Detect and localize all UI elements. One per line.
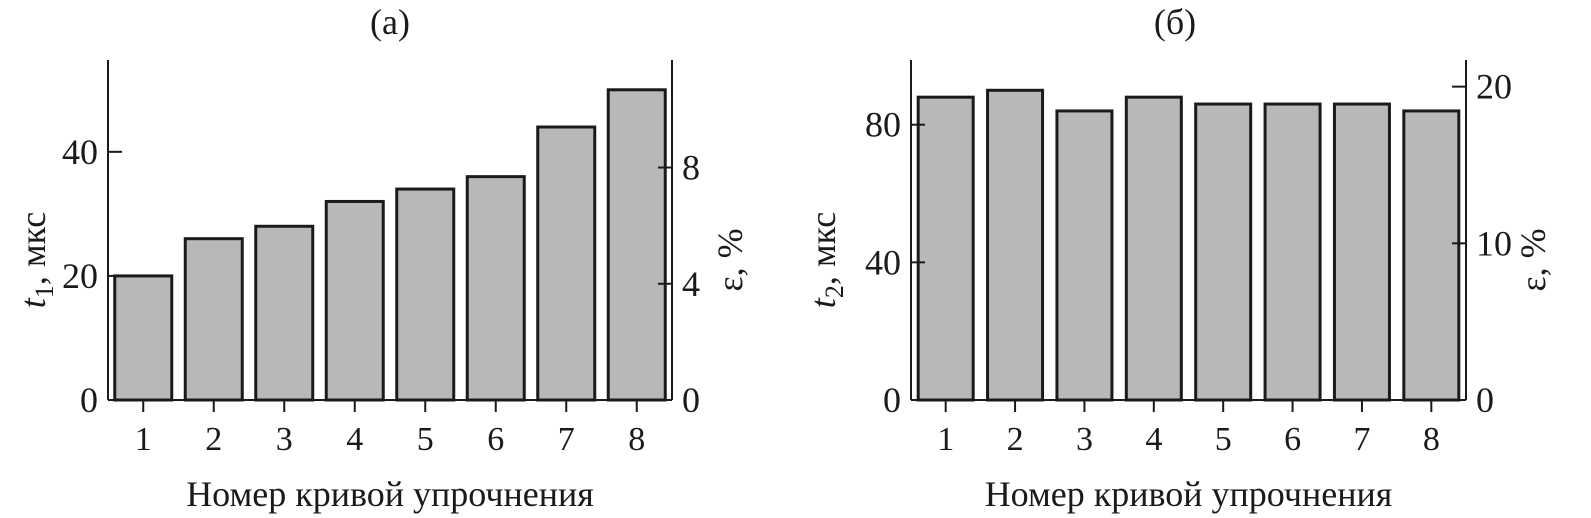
y-tick-label: 0 <box>883 380 901 420</box>
y-tick-label: 40 <box>62 132 98 172</box>
x-tick-label: 2 <box>205 421 222 458</box>
y2-axis-label: ε, % <box>1513 228 1553 291</box>
y-axis-label-unit: , мкс <box>803 212 843 285</box>
bar-6 <box>1263 102 1322 402</box>
x-tick-label: 2 <box>1007 421 1024 458</box>
x-tick-label: 8 <box>1423 421 1440 458</box>
bar-4 <box>1124 95 1183 402</box>
x-tick-label: 4 <box>346 421 363 458</box>
bar-3 <box>1055 109 1114 402</box>
bar-7 <box>536 125 597 402</box>
x-tick-label: 1 <box>135 421 152 458</box>
x-tick-label: 5 <box>1215 421 1232 458</box>
chart-title: (а) <box>370 2 410 42</box>
y-axis-label-symbol: t <box>803 297 843 308</box>
bar-5 <box>1194 102 1253 402</box>
bar-6 <box>465 175 526 402</box>
x-axis-label: Номер кривой упрочнения <box>985 474 1393 514</box>
y-tick-label: 40 <box>865 242 901 282</box>
x-tick-label: 6 <box>487 421 504 458</box>
bar-8 <box>1402 109 1461 402</box>
x-tick-label: 5 <box>417 421 434 458</box>
x-tick-label: 1 <box>937 421 954 458</box>
bar-7 <box>1332 102 1391 402</box>
x-tick-label: 7 <box>1353 421 1370 458</box>
y-tick-label: 0 <box>80 380 98 420</box>
bar-2 <box>183 237 244 402</box>
x-tick-label: 3 <box>1076 421 1093 458</box>
y-tick-label: 80 <box>865 105 901 145</box>
y2-axis-label: ε, % <box>710 228 750 291</box>
bar-1 <box>916 95 975 402</box>
bar-8 <box>606 88 667 402</box>
bar-2 <box>986 88 1045 402</box>
x-axis-label: Номер кривой упрочнения <box>186 474 594 514</box>
y-tick-label: 20 <box>62 256 98 296</box>
y2-tick-label: 0 <box>1476 380 1494 420</box>
y-axis-label-subscript: 2 <box>820 285 849 298</box>
y2-tick-label: 10 <box>1476 223 1512 263</box>
x-tick-label: 4 <box>1145 421 1162 458</box>
x-tick-label: 8 <box>628 421 645 458</box>
y-axis-label-symbol: t <box>13 297 53 308</box>
x-tick-label: 3 <box>276 421 293 458</box>
y2-tick-label: 20 <box>1476 67 1512 107</box>
x-tick-label: 6 <box>1284 421 1301 458</box>
y-axis-label: t1, мкс <box>13 212 59 308</box>
x-tick-label: 7 <box>558 421 575 458</box>
y-axis-label: t2, мкс <box>803 212 849 308</box>
bar-1 <box>113 274 174 402</box>
y2-tick-label: 0 <box>682 380 700 420</box>
bar-4 <box>324 199 385 402</box>
y-axis-label-unit: , мкс <box>13 212 53 285</box>
y2-tick-label: 8 <box>682 148 700 188</box>
y2-tick-label: 4 <box>682 264 700 304</box>
bar-3 <box>254 224 315 402</box>
chart-title: (б) <box>1154 2 1196 42</box>
y-axis-label-subscript: 1 <box>30 285 59 298</box>
bar-5 <box>395 187 456 402</box>
